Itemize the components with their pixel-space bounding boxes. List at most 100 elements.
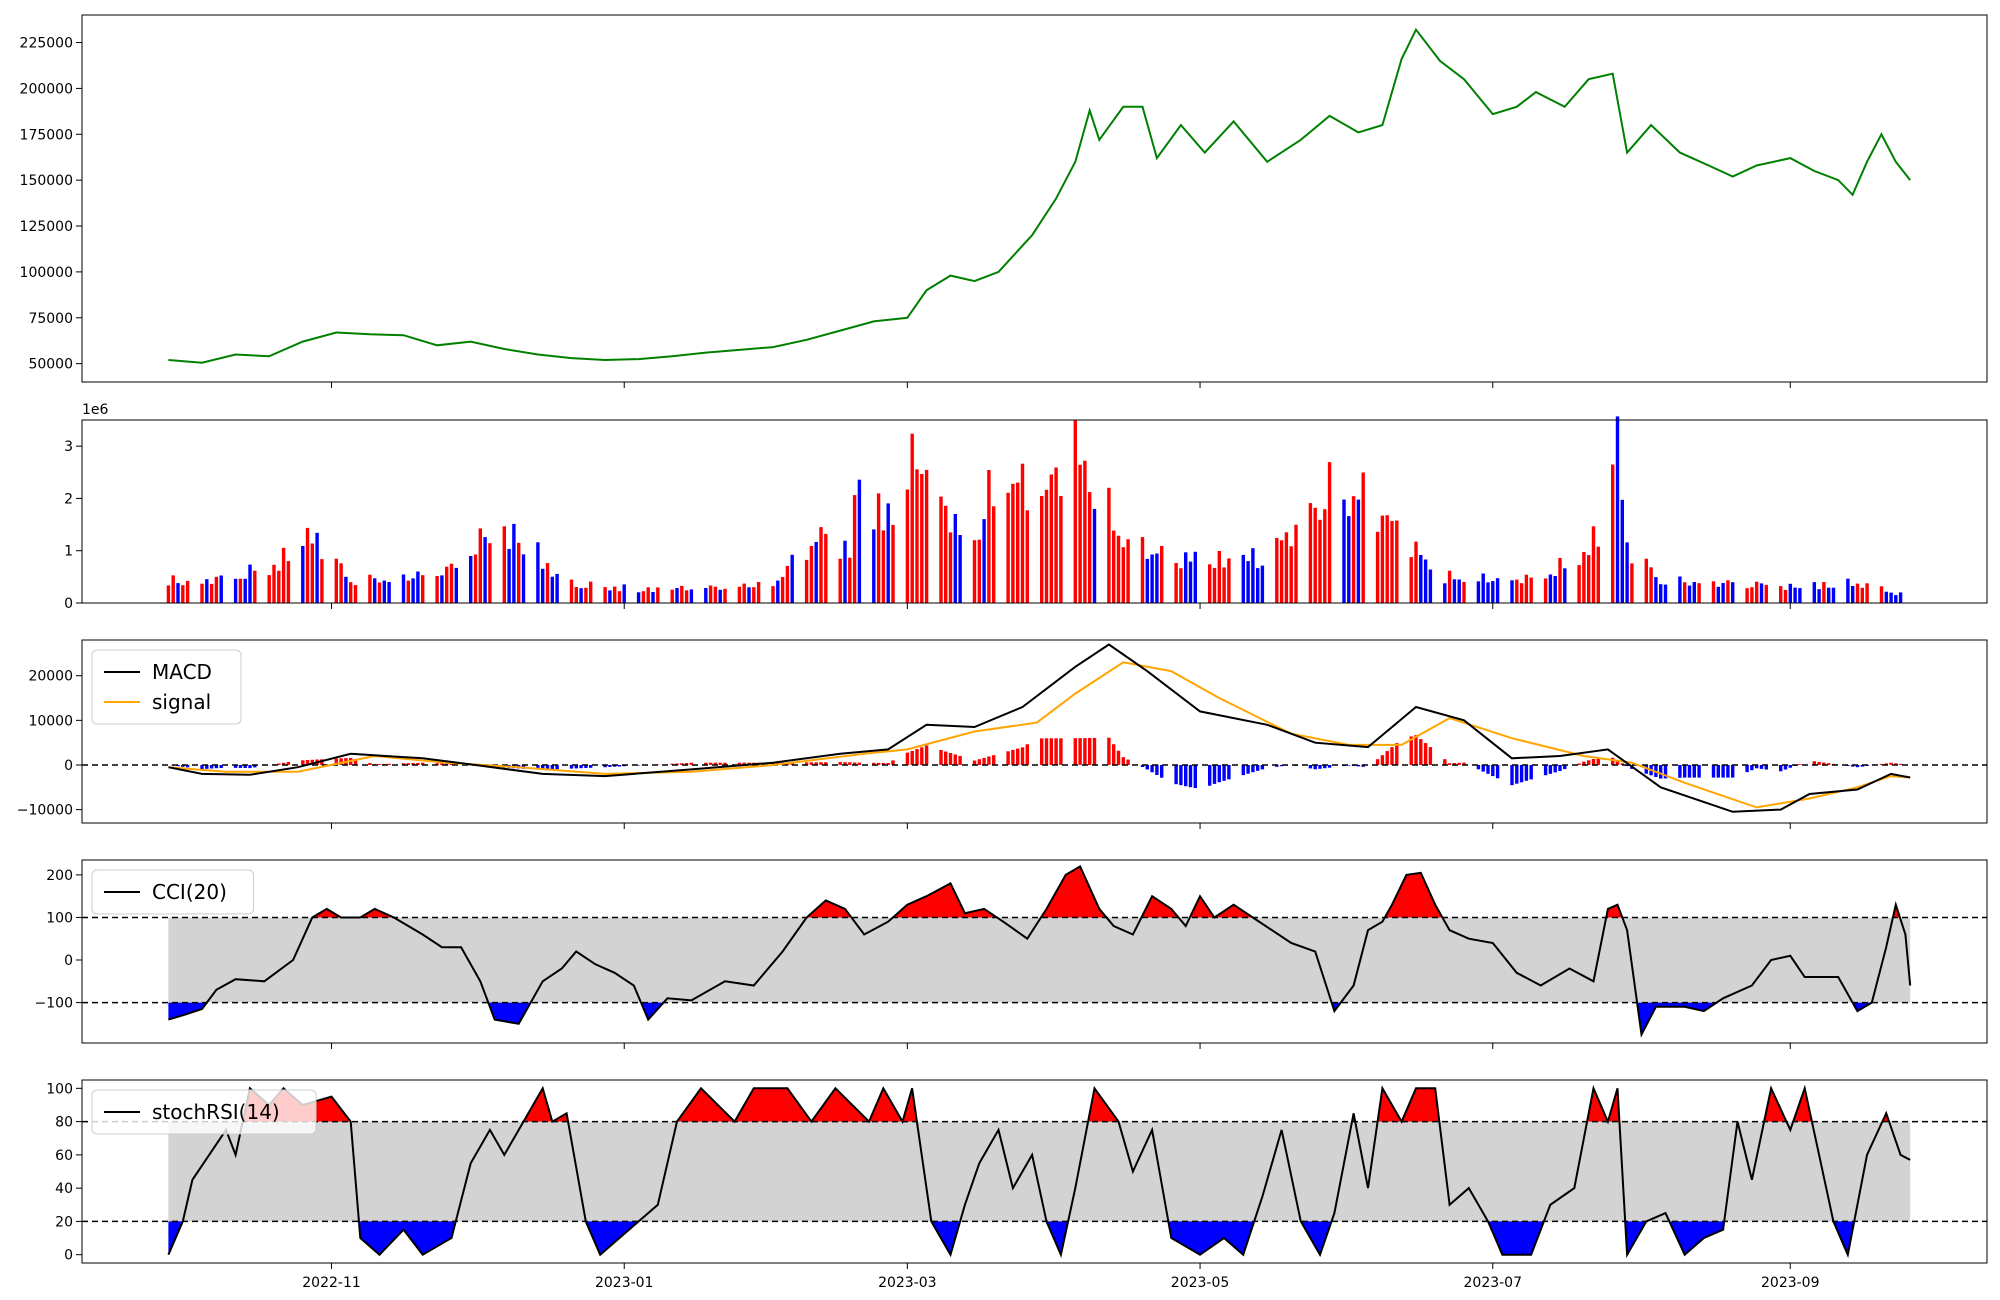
volume-bar	[200, 583, 204, 603]
volume-bar	[1486, 582, 1490, 603]
macd-histogram-bar	[689, 762, 694, 765]
volume-bar	[910, 433, 914, 603]
price-panel: 50000 75000 100000 125000 150000 175000 200000…	[20, 14, 1988, 388]
volume-bar	[550, 576, 554, 603]
volume-bar	[1428, 569, 1433, 603]
macd-histogram-bar	[1486, 765, 1490, 774]
volume-bar	[1678, 576, 1682, 603]
macd-histogram-bar	[1447, 763, 1452, 765]
volume-bar	[469, 556, 473, 603]
x-tick-label: 2023-03	[878, 1275, 937, 1291]
y-tick-label: 200000	[20, 81, 73, 97]
macd-histogram-bar	[1687, 765, 1692, 778]
volume-bar	[1558, 557, 1562, 603]
volume-bar	[742, 583, 746, 603]
volume-bar	[992, 506, 996, 603]
macd-histogram-bar	[1596, 757, 1600, 765]
volume-bar	[905, 489, 910, 603]
macd-histogram-bar	[1553, 765, 1557, 773]
macd-histogram-bar	[1884, 763, 1888, 765]
volume-bar	[804, 559, 809, 603]
macd-histogram-bar	[219, 765, 223, 768]
macd-histogram-bar	[1308, 765, 1313, 769]
macd-histogram-bar	[948, 753, 953, 765]
macd-histogram-bar	[1851, 765, 1855, 767]
macd-histogram-bar	[613, 765, 617, 767]
macd-histogram-bar	[1088, 738, 1092, 765]
volume-bar	[1016, 482, 1020, 603]
volume-bar	[545, 563, 550, 603]
volume-bar	[1006, 492, 1010, 603]
volume-bar	[368, 574, 372, 603]
macd-histogram-bar	[843, 762, 847, 765]
volume-bar	[1126, 539, 1130, 603]
macd-histogram-bar	[1083, 738, 1087, 765]
macd-histogram-bar	[617, 765, 622, 767]
macd-histogram-bar	[1150, 765, 1154, 773]
macd-histogram-bar	[555, 765, 559, 770]
volume-bar	[1208, 564, 1212, 603]
volume-bar	[1054, 467, 1058, 603]
volume-bar	[205, 579, 209, 603]
macd-histogram-bar	[1855, 765, 1860, 768]
macd-histogram-bar	[1327, 765, 1332, 768]
macd-histogram-bar	[1611, 757, 1615, 765]
volume-bar	[1020, 463, 1025, 603]
x-tick-label: 2023-09	[1761, 1275, 1820, 1291]
volume-bar	[584, 587, 588, 603]
volume-bar	[1193, 551, 1197, 603]
macd-histogram-bar	[301, 760, 305, 765]
macd-histogram-bar	[987, 756, 991, 765]
macd-histogram-bar	[891, 760, 895, 765]
macd-histogram-bar	[1078, 738, 1082, 765]
macd-histogram-bar	[1495, 765, 1500, 779]
macd-histogram-bar	[1798, 764, 1802, 765]
volume-bar	[1160, 546, 1164, 603]
macd-histogram-bar	[1620, 763, 1624, 765]
macd-histogram-bar	[1049, 738, 1053, 765]
macd-histogram-bar	[1188, 765, 1193, 788]
legend-label: signal	[152, 690, 211, 714]
macd-histogram-bar	[1750, 765, 1754, 771]
macd-histogram-bar	[910, 750, 914, 765]
macd-histogram-bar	[1745, 765, 1749, 773]
macd-histogram-bar	[1755, 765, 1759, 769]
macd-histogram-bar	[1510, 765, 1514, 786]
volume-bar	[1184, 552, 1188, 603]
panels: 5000075000100000125000150000175000200000…	[17, 14, 1988, 1291]
panel-frame	[81, 1079, 1988, 1264]
macd-histogram-bar	[1126, 759, 1130, 765]
y-tick-label: 1	[64, 544, 73, 560]
oversold-fill	[168, 1002, 1911, 1035]
volume-bar	[1409, 557, 1413, 603]
volume-bar	[1419, 555, 1423, 603]
macd-histogram-bar	[1812, 761, 1816, 765]
volume-bar	[1491, 581, 1495, 603]
macd-histogram-bar	[1419, 739, 1423, 765]
volume-bar	[1611, 464, 1615, 603]
macd-histogram-bar	[1481, 765, 1485, 772]
cci-panel: −100 0 100 200 CCI(20)	[35, 859, 1988, 1049]
macd-histogram-bar	[1380, 755, 1385, 765]
legend-label: MACD	[152, 660, 212, 684]
volume-bar	[1116, 535, 1121, 603]
volume-bar	[185, 580, 190, 603]
macd-histogram-bar	[1246, 765, 1250, 774]
macd-histogram-bar	[708, 762, 713, 765]
volume-bar	[944, 505, 948, 603]
macd-histogram-bar	[920, 747, 924, 765]
overbought-fill	[168, 1088, 1911, 1122]
volume-bar	[939, 496, 943, 603]
macd-histogram-bar	[1457, 762, 1461, 765]
macd-histogram-bar	[1721, 765, 1725, 778]
volume-bar	[1851, 586, 1855, 603]
macd-histogram-bar	[1817, 761, 1821, 765]
macd-histogram-bar	[1011, 749, 1015, 765]
macd-histogram-bar	[1275, 765, 1279, 767]
volume-bar	[1587, 555, 1591, 603]
macd-histogram-bar	[953, 754, 957, 765]
macd-histogram-bar	[277, 763, 281, 765]
macd-histogram-bar	[790, 762, 794, 765]
volume-bar	[1083, 460, 1087, 603]
macd-histogram-bar	[636, 765, 641, 766]
